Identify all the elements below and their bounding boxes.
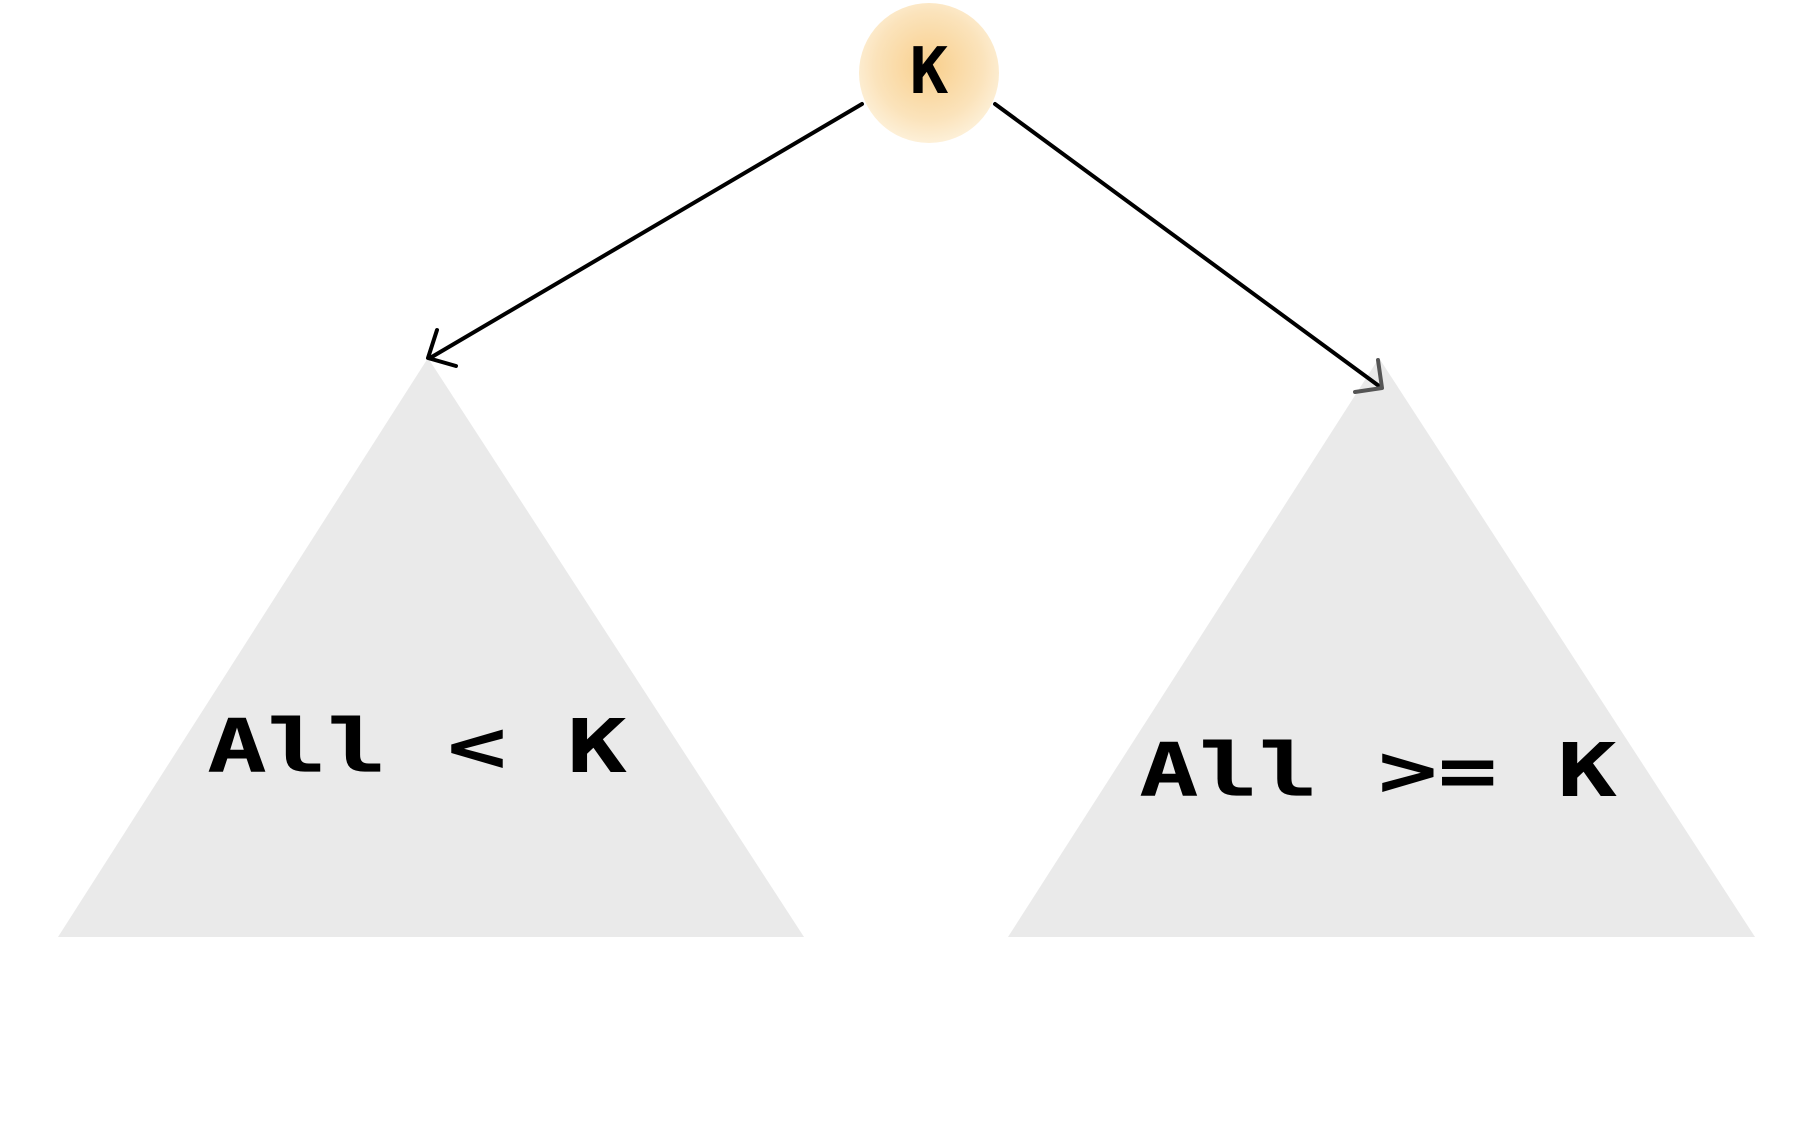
right-subtree-label: All >= K: [1139, 728, 1618, 814]
left-subtree-triangle: [58, 358, 804, 937]
right-edge-arrow: [993, 102, 1384, 394]
left-subtree-label: All < K: [207, 704, 628, 790]
root-node: K: [859, 3, 999, 143]
root-node-circle: [859, 3, 999, 143]
root-node-label: K: [910, 35, 949, 109]
left-edge-arrow: [426, 102, 864, 368]
right-subtree-triangle: [1008, 358, 1755, 937]
